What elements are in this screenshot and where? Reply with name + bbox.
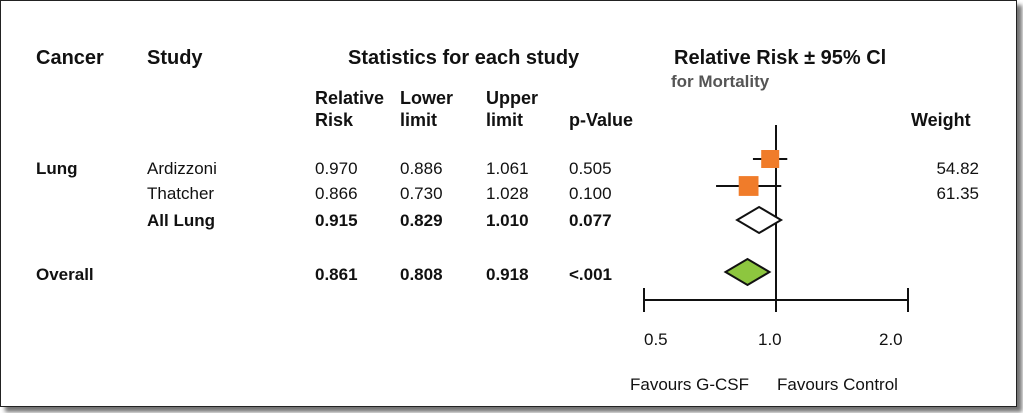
forest-plot-svg — [643, 125, 909, 312]
header-for-mortality: for Mortality — [671, 72, 770, 91]
row-relative-risk: 0.861 — [315, 265, 358, 284]
favours-right-label: Favours Control — [777, 375, 898, 394]
row-study-subtotal: All Lung — [147, 211, 215, 230]
row-upper-limit: 0.918 — [486, 265, 529, 284]
row-lower-limit: 0.886 — [400, 159, 443, 178]
row-cancer-overall: Overall — [36, 265, 94, 284]
row-weight: 54.82 — [936, 159, 979, 178]
row-pvalue: 0.100 — [569, 184, 612, 203]
point-estimate-square — [738, 176, 759, 196]
header-rr-line1: Relative — [315, 88, 385, 108]
row-relative-risk: 0.915 — [315, 211, 358, 230]
header-statistics: Statistics for each study — [348, 47, 580, 69]
x-tick-label: 1.0 — [758, 330, 782, 349]
row-pvalue: <.001 — [569, 265, 613, 284]
header-relative-risk-ci: Relative Risk ± 95% Cl — [674, 47, 887, 69]
row-relative-risk: 0.970 — [315, 159, 358, 178]
header-study: Study — [147, 47, 203, 69]
row-relative-risk: 0.866 — [315, 184, 358, 203]
header-upper-line2: limit — [486, 110, 524, 130]
x-tick-label: 0.5 — [644, 330, 668, 349]
row-lower-limit: 0.829 — [400, 211, 443, 230]
row-study: Ardizzoni — [147, 159, 217, 178]
row-upper-limit: 1.028 — [486, 184, 529, 203]
row-study: Thatcher — [147, 184, 215, 203]
row-lower-limit: 0.730 — [400, 184, 443, 203]
header-rr-line2: Risk — [315, 110, 354, 130]
row-pvalue: 0.505 — [569, 159, 612, 178]
header-cancer: Cancer — [36, 47, 104, 69]
header-lower-line1: Lower — [400, 88, 454, 108]
row-weight: 61.35 — [936, 184, 979, 203]
header-lower-line2: limit — [400, 110, 438, 130]
header-upper-line1: Upper — [486, 88, 539, 108]
row-pvalue: 0.077 — [569, 211, 612, 230]
forest-plot-panel: Cancer Study Statistics for each study R… — [0, 0, 1017, 407]
subtotal-diamond — [735, 205, 784, 235]
point-estimate-square — [761, 150, 780, 168]
overall-diamond — [723, 257, 772, 287]
header-pvalue: p-Value — [569, 110, 634, 130]
row-upper-limit: 1.010 — [486, 211, 529, 230]
row-upper-limit: 1.061 — [486, 159, 529, 178]
favours-left-label: Favours G-CSF — [630, 375, 750, 394]
header-weight: Weight — [911, 110, 971, 130]
row-lower-limit: 0.808 — [400, 265, 443, 284]
x-tick-label: 2.0 — [879, 330, 903, 349]
row-cancer: Lung — [36, 159, 78, 178]
